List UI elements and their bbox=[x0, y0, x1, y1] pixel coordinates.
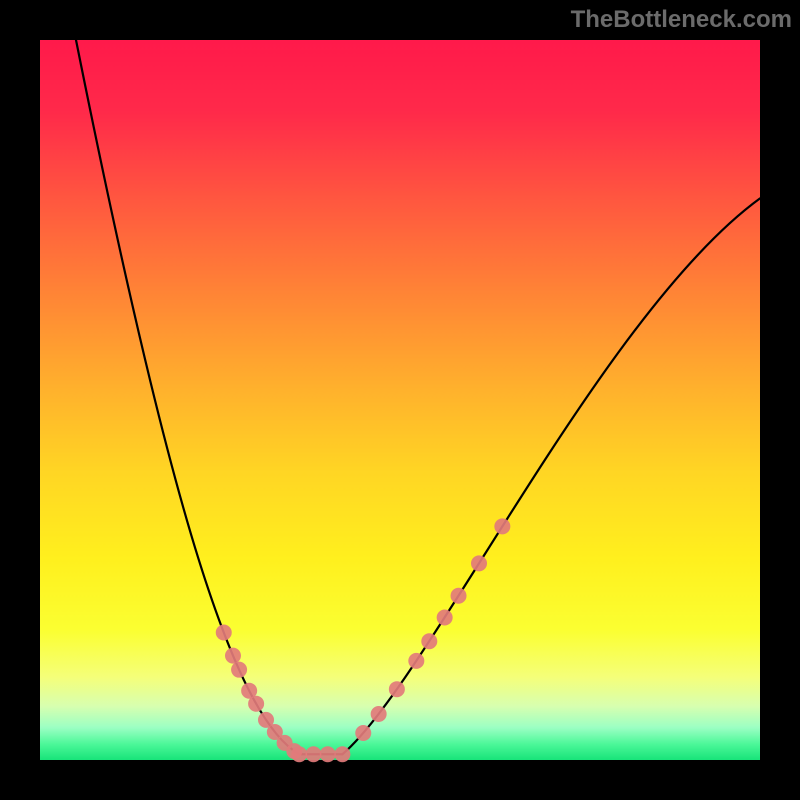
curve-right bbox=[342, 198, 760, 754]
data-marker bbox=[408, 653, 424, 669]
chart-stage: TheBottleneck.com bbox=[0, 0, 800, 800]
data-marker bbox=[286, 743, 302, 759]
curve-left bbox=[76, 40, 299, 754]
data-marker bbox=[248, 696, 264, 712]
data-marker bbox=[451, 588, 467, 604]
watermark-text: TheBottleneck.com bbox=[571, 6, 792, 34]
data-marker bbox=[471, 555, 487, 571]
data-marker bbox=[225, 648, 241, 664]
data-marker bbox=[371, 706, 387, 722]
data-marker bbox=[355, 725, 371, 741]
data-marker bbox=[320, 746, 336, 762]
data-marker bbox=[494, 518, 510, 534]
data-marker bbox=[216, 625, 232, 641]
data-marker bbox=[437, 610, 453, 626]
data-marker bbox=[231, 662, 247, 678]
data-marker bbox=[421, 633, 437, 649]
data-marker bbox=[334, 746, 350, 762]
chart-overlay bbox=[0, 0, 800, 800]
data-marker bbox=[389, 681, 405, 697]
data-marker bbox=[305, 746, 321, 762]
marker-layer bbox=[216, 518, 511, 762]
